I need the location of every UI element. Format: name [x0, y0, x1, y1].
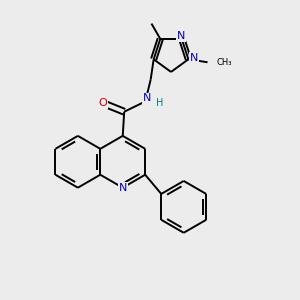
- Text: CH₃: CH₃: [217, 58, 233, 67]
- Text: N: N: [143, 94, 151, 103]
- Text: H: H: [156, 98, 163, 108]
- Text: N: N: [177, 31, 185, 41]
- Text: N: N: [118, 183, 127, 193]
- Text: N: N: [190, 53, 198, 63]
- Text: O: O: [98, 98, 107, 108]
